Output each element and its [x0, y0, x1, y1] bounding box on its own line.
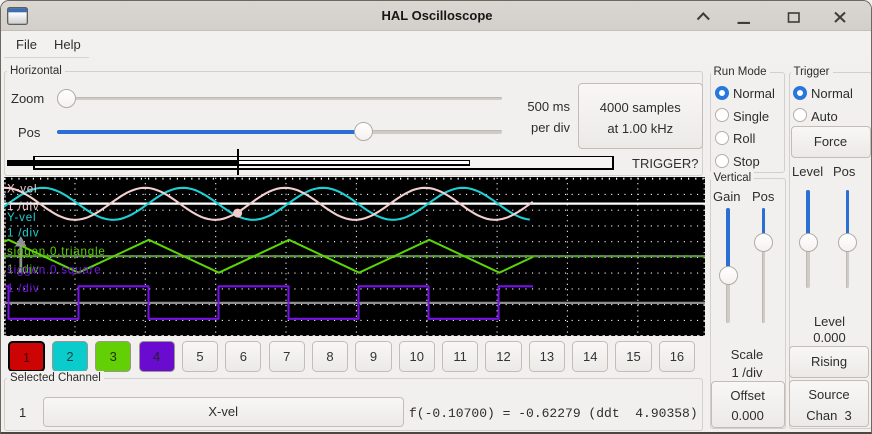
svg-text:siggen.0.square: siggen.0.square — [7, 263, 102, 276]
svg-text:1 /div: 1 /div — [7, 199, 40, 212]
svg-text:siggen.0.triangle: siggen.0.triangle — [7, 244, 106, 257]
svg-text:Y-vel: Y-vel — [7, 210, 36, 223]
svg-text:1 /div: 1 /div — [7, 281, 40, 294]
svg-text:1 /div: 1 /div — [7, 262, 40, 275]
svg-text:1 /div: 1 /div — [7, 226, 40, 239]
svg-text:X-vel: X-vel — [7, 182, 37, 195]
